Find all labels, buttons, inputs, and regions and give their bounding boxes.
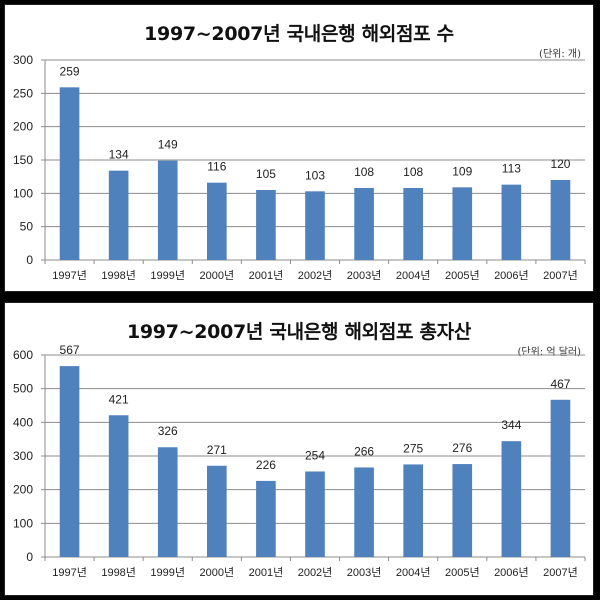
y-tick-label: 50 bbox=[20, 220, 34, 234]
x-tick-label: 2004년 bbox=[396, 269, 431, 282]
bar bbox=[501, 441, 522, 557]
bar bbox=[207, 465, 227, 557]
bar bbox=[403, 188, 423, 260]
bar bbox=[452, 464, 473, 557]
bar bbox=[59, 366, 80, 557]
y-tick-label: 300 bbox=[13, 449, 33, 463]
total-assets-chart-panel: 1997~2007년 국내은행 해외점포 총자산 (단위: 억 달러) 0 100… bbox=[4, 302, 594, 596]
bar bbox=[550, 180, 571, 260]
y-tick-label: 200 bbox=[13, 120, 33, 134]
bar-value-label: 275 bbox=[403, 441, 423, 455]
x-tick-label: 2002년 bbox=[298, 566, 333, 579]
bar bbox=[157, 447, 178, 557]
bar-value-label: 113 bbox=[502, 162, 521, 176]
bar-value-label: 134 bbox=[109, 148, 129, 162]
branch-count-chart-panel: 1997~2007년 국내은행 해외점포 수 (단위: 개) 0 50 100 150… bbox=[4, 4, 594, 292]
x-tick-label: 2001년 bbox=[249, 269, 284, 282]
chart-title: 1997~2007년 국내은행 해외점포 총자산 bbox=[126, 321, 472, 343]
bar-value-label: 326 bbox=[158, 424, 178, 438]
bar-value-label: 103 bbox=[305, 168, 325, 182]
bar bbox=[354, 467, 374, 557]
x-tick-label: 1997년 bbox=[52, 269, 87, 282]
bar-value-label: 421 bbox=[109, 392, 129, 406]
bar-value-label: 109 bbox=[452, 164, 472, 178]
bar-chart-branch-count: 0 50 100 150 200 250 300 259 1997년 134 1998년 149 199… bbox=[13, 53, 586, 282]
bar bbox=[403, 464, 423, 557]
bar bbox=[501, 184, 522, 260]
bar bbox=[108, 415, 129, 557]
y-tick-label: 600 bbox=[13, 348, 33, 362]
y-tick-label: 500 bbox=[13, 382, 33, 396]
bar-value-label: 344 bbox=[501, 418, 521, 432]
bar-value-label: 271 bbox=[207, 443, 227, 457]
y-tick-label: 300 bbox=[13, 53, 33, 67]
bar-value-label: 120 bbox=[550, 157, 570, 171]
x-tick-label: 2002년 bbox=[298, 269, 333, 282]
bar-value-label: 259 bbox=[60, 64, 80, 78]
x-tick-label: 2000년 bbox=[200, 566, 235, 579]
bar-value-label: 108 bbox=[354, 165, 374, 179]
bar bbox=[108, 170, 129, 260]
bar-value-label: 149 bbox=[158, 138, 178, 152]
bar bbox=[452, 187, 473, 260]
y-tick-label: 200 bbox=[13, 483, 33, 497]
bar bbox=[256, 190, 276, 260]
x-tick-label: 2004년 bbox=[396, 566, 431, 579]
bar bbox=[305, 471, 325, 557]
bar-chart-total-assets: 0 100 200 300 400 500 600 567 1997년 421 1998년 326 19… bbox=[13, 343, 586, 579]
bar-value-label: 105 bbox=[256, 167, 276, 181]
unit-label: (단위: 억 달러) bbox=[517, 347, 581, 358]
y-tick-label: 0 bbox=[26, 550, 33, 564]
bar bbox=[354, 188, 374, 260]
y-tick-label: 100 bbox=[13, 516, 33, 530]
x-tick-label: 2007년 bbox=[543, 269, 578, 282]
y-tick-label: 250 bbox=[13, 86, 33, 100]
bar bbox=[550, 399, 571, 557]
x-tick-label: 1999년 bbox=[150, 566, 185, 579]
bar-value-label: 108 bbox=[403, 165, 423, 179]
chart-title: 1997~2007년 국내은행 해외점포 수 bbox=[144, 23, 454, 45]
bar bbox=[59, 87, 80, 260]
bar-value-label: 254 bbox=[305, 448, 325, 462]
x-tick-label: 1997년 bbox=[52, 566, 87, 579]
x-tick-label: 1998년 bbox=[101, 566, 136, 579]
y-tick-label: 400 bbox=[13, 415, 33, 429]
x-tick-label: 2005년 bbox=[445, 566, 480, 579]
bar bbox=[305, 191, 325, 260]
x-tick-label: 2006년 bbox=[494, 566, 529, 579]
x-tick-label: 2006년 bbox=[494, 269, 529, 282]
bar-value-label: 226 bbox=[256, 458, 276, 472]
bar bbox=[256, 480, 276, 557]
x-tick-label: 2003년 bbox=[347, 269, 382, 282]
y-tick-label: 150 bbox=[13, 153, 33, 167]
x-tick-label: 2003년 bbox=[347, 566, 382, 579]
x-tick-label: 1999년 bbox=[150, 269, 185, 282]
bar-value-label: 266 bbox=[354, 444, 374, 458]
x-tick-label: 2007년 bbox=[543, 566, 578, 579]
x-tick-label: 2001년 bbox=[249, 566, 284, 579]
bar-value-label: 567 bbox=[60, 343, 80, 357]
bar-value-label: 116 bbox=[207, 160, 226, 174]
y-tick-label: 0 bbox=[26, 253, 33, 267]
bar bbox=[207, 182, 227, 260]
bar bbox=[157, 160, 178, 260]
bar-value-label: 276 bbox=[452, 441, 472, 455]
bar-value-label: 467 bbox=[550, 377, 570, 391]
x-tick-label: 2005년 bbox=[445, 269, 480, 282]
x-tick-label: 2000년 bbox=[200, 269, 235, 282]
unit-label: (단위: 개) bbox=[539, 49, 581, 60]
x-tick-label: 1998년 bbox=[101, 269, 136, 282]
y-tick-label: 100 bbox=[13, 186, 33, 200]
